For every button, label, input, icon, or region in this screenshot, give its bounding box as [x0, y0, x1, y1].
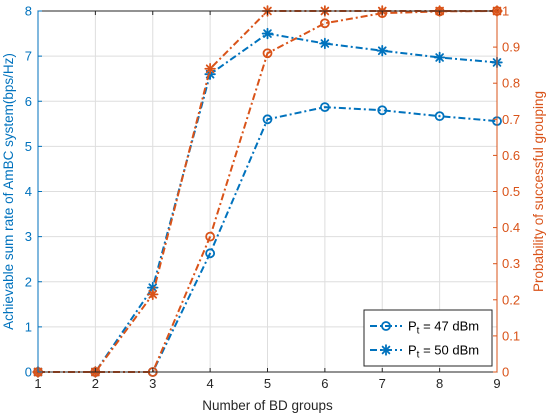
- star-stroke: [148, 283, 158, 292]
- y-right-tick-label: 0.4: [502, 220, 520, 235]
- legend-label: Pt = 47 dBm: [408, 319, 479, 337]
- y-right-tick-label: 0.5: [502, 184, 520, 199]
- data-point: [319, 37, 331, 50]
- data-point: [319, 18, 330, 29]
- legend-entry: Pt = 47 dBm: [370, 319, 479, 337]
- x-tick-label: 8: [436, 376, 443, 391]
- y-right-tick-label: 0.3: [502, 256, 520, 271]
- y-left-tick-label: 1: [25, 319, 32, 334]
- data-point: [319, 102, 330, 113]
- y-right-tick-label: 0.1: [502, 328, 520, 343]
- star-stroke: [263, 29, 272, 38]
- x-axis-label: Number of BD groups: [202, 398, 333, 413]
- data-point: [204, 63, 216, 75]
- x-tick-label: 2: [92, 376, 99, 391]
- y-right-tick-label: 0.9: [502, 40, 520, 55]
- x-tick-label: 7: [379, 376, 386, 391]
- y-axis-left-label: Achievable sum rate of AmBC system(bps/H…: [1, 53, 16, 330]
- y-right-tick-label: 0: [502, 365, 509, 380]
- legend-marker: [381, 321, 391, 331]
- y-left-tick-label: 0: [25, 365, 32, 380]
- y-right-tick-label: 0.8: [502, 76, 520, 91]
- y-left-tick-label: 8: [25, 4, 32, 19]
- data-point: [433, 51, 446, 64]
- x-tick-label: 5: [264, 376, 271, 391]
- data-point: [205, 248, 216, 259]
- legend-entry: Pt = 50 dBm: [370, 343, 479, 361]
- y-right-tick-label: 0.6: [502, 148, 520, 163]
- x-tick-label: 6: [321, 376, 328, 391]
- y-left-tick-label: 5: [25, 139, 32, 154]
- ticks: 1 2 3 4 5 6 7 8 901234567800.10.20.30.40.50.60.7…: [25, 4, 520, 392]
- y-right-tick-label: 0.7: [502, 112, 520, 127]
- y-left-tick-label: 6: [25, 94, 32, 109]
- data-point: [434, 111, 445, 122]
- legend-label: Pt = 50 dBm: [408, 343, 479, 361]
- y-left-tick-label: 3: [25, 229, 32, 244]
- y-left-tick-label: 2: [25, 274, 32, 289]
- legend-entries: Pt = 47 dBm Pt = 50 dBm: [370, 319, 479, 361]
- x-tick-label: 4: [207, 376, 214, 391]
- x-tick-label: 9: [493, 376, 500, 391]
- legend-box: [363, 309, 493, 367]
- legend-marker: [380, 344, 392, 356]
- star-stroke: [205, 64, 215, 74]
- star-stroke: [377, 46, 387, 56]
- y-left-tick-label: 7: [25, 49, 32, 64]
- y-right-tick-label: 0.2: [502, 292, 520, 307]
- y-left-tick-label: 4: [25, 184, 32, 199]
- x-tick-label: 3: [149, 376, 156, 391]
- data-point: [377, 105, 388, 116]
- star-stroke: [320, 39, 330, 48]
- y-right-tick-label: 1: [502, 4, 509, 19]
- data-point: [147, 288, 159, 301]
- legend: Pt = 47 dBm Pt = 50 dBm: [363, 309, 493, 367]
- y-axis-right-label: Probability of successful grouping: [531, 91, 546, 292]
- star-stroke: [381, 345, 391, 355]
- data-point: [262, 114, 273, 125]
- star-stroke: [148, 290, 158, 299]
- x-tick-label: 1: [34, 376, 41, 391]
- data-point: [205, 231, 216, 242]
- data-point: [261, 27, 274, 40]
- data-point: [262, 48, 273, 59]
- data-point: [376, 45, 388, 57]
- star-stroke: [435, 53, 444, 62]
